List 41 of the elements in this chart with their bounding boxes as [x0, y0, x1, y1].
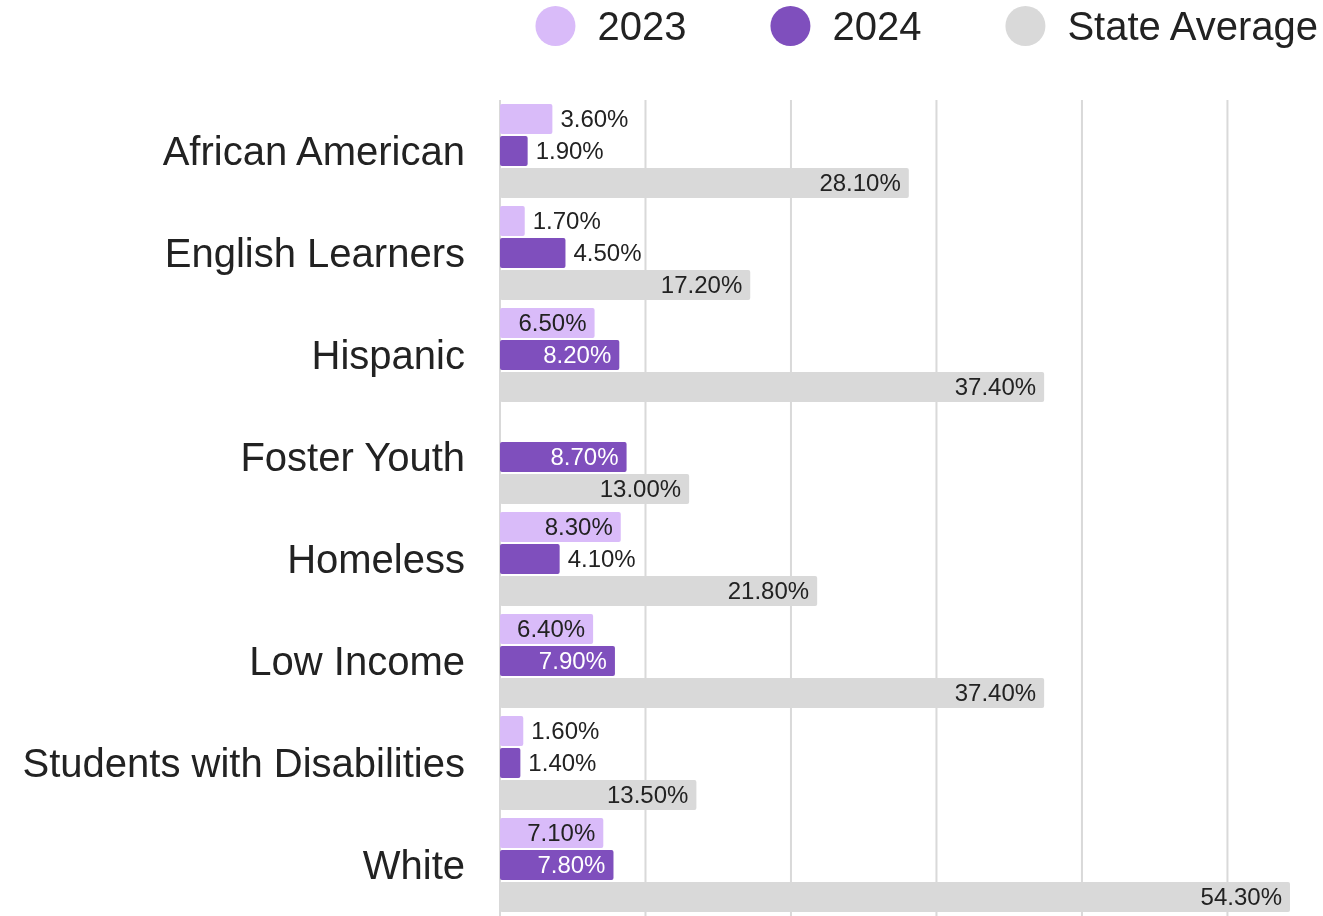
- data-label: 4.50%: [573, 239, 642, 267]
- data-label: 4.10%: [567, 545, 636, 573]
- data-label: 1.70%: [532, 207, 601, 235]
- y-tick-label: Hispanic: [311, 333, 465, 377]
- legend-label: State Average: [1067, 4, 1318, 48]
- data-label: 37.40%: [954, 373, 1037, 401]
- data-label: 1.90%: [535, 137, 604, 165]
- data-label: 1.60%: [531, 717, 600, 745]
- bar: [500, 238, 566, 268]
- y-tick-label: Low Income: [249, 639, 465, 683]
- bar: [500, 104, 553, 134]
- data-label: 21.80%: [727, 577, 810, 605]
- data-label: 37.40%: [954, 679, 1037, 707]
- y-tick-label: Homeless: [287, 537, 465, 581]
- data-label: 3.60%: [560, 105, 629, 133]
- bar: [500, 716, 524, 746]
- data-label: 17.20%: [660, 271, 743, 299]
- y-tick-label: Foster Youth: [240, 435, 465, 479]
- legend-label: 2023: [597, 4, 687, 48]
- bar: [500, 206, 525, 236]
- data-label: 8.20%: [543, 341, 612, 369]
- data-label: 54.30%: [1200, 883, 1282, 911]
- data-label: 8.70%: [550, 443, 619, 471]
- y-tick-label: African American: [162, 129, 465, 173]
- data-label: 7.80%: [537, 851, 606, 879]
- bar: [500, 544, 560, 574]
- data-label: 13.50%: [607, 781, 689, 809]
- data-label: 7.90%: [538, 647, 607, 675]
- data-label: 1.40%: [528, 749, 597, 777]
- bar: [500, 136, 528, 166]
- y-tick-label: White: [362, 843, 465, 887]
- data-label: 28.10%: [819, 169, 901, 197]
- data-label: 8.30%: [544, 513, 613, 541]
- y-tick-label: English Learners: [164, 231, 465, 275]
- y-tick-label: Students with Disabilities: [22, 741, 465, 785]
- data-label: 6.40%: [517, 615, 586, 643]
- data-label: 13.00%: [599, 475, 682, 503]
- bar: [500, 748, 521, 778]
- data-label: 6.50%: [518, 309, 587, 337]
- legend-label: 2024: [832, 4, 922, 48]
- data-label: 7.10%: [527, 819, 596, 847]
